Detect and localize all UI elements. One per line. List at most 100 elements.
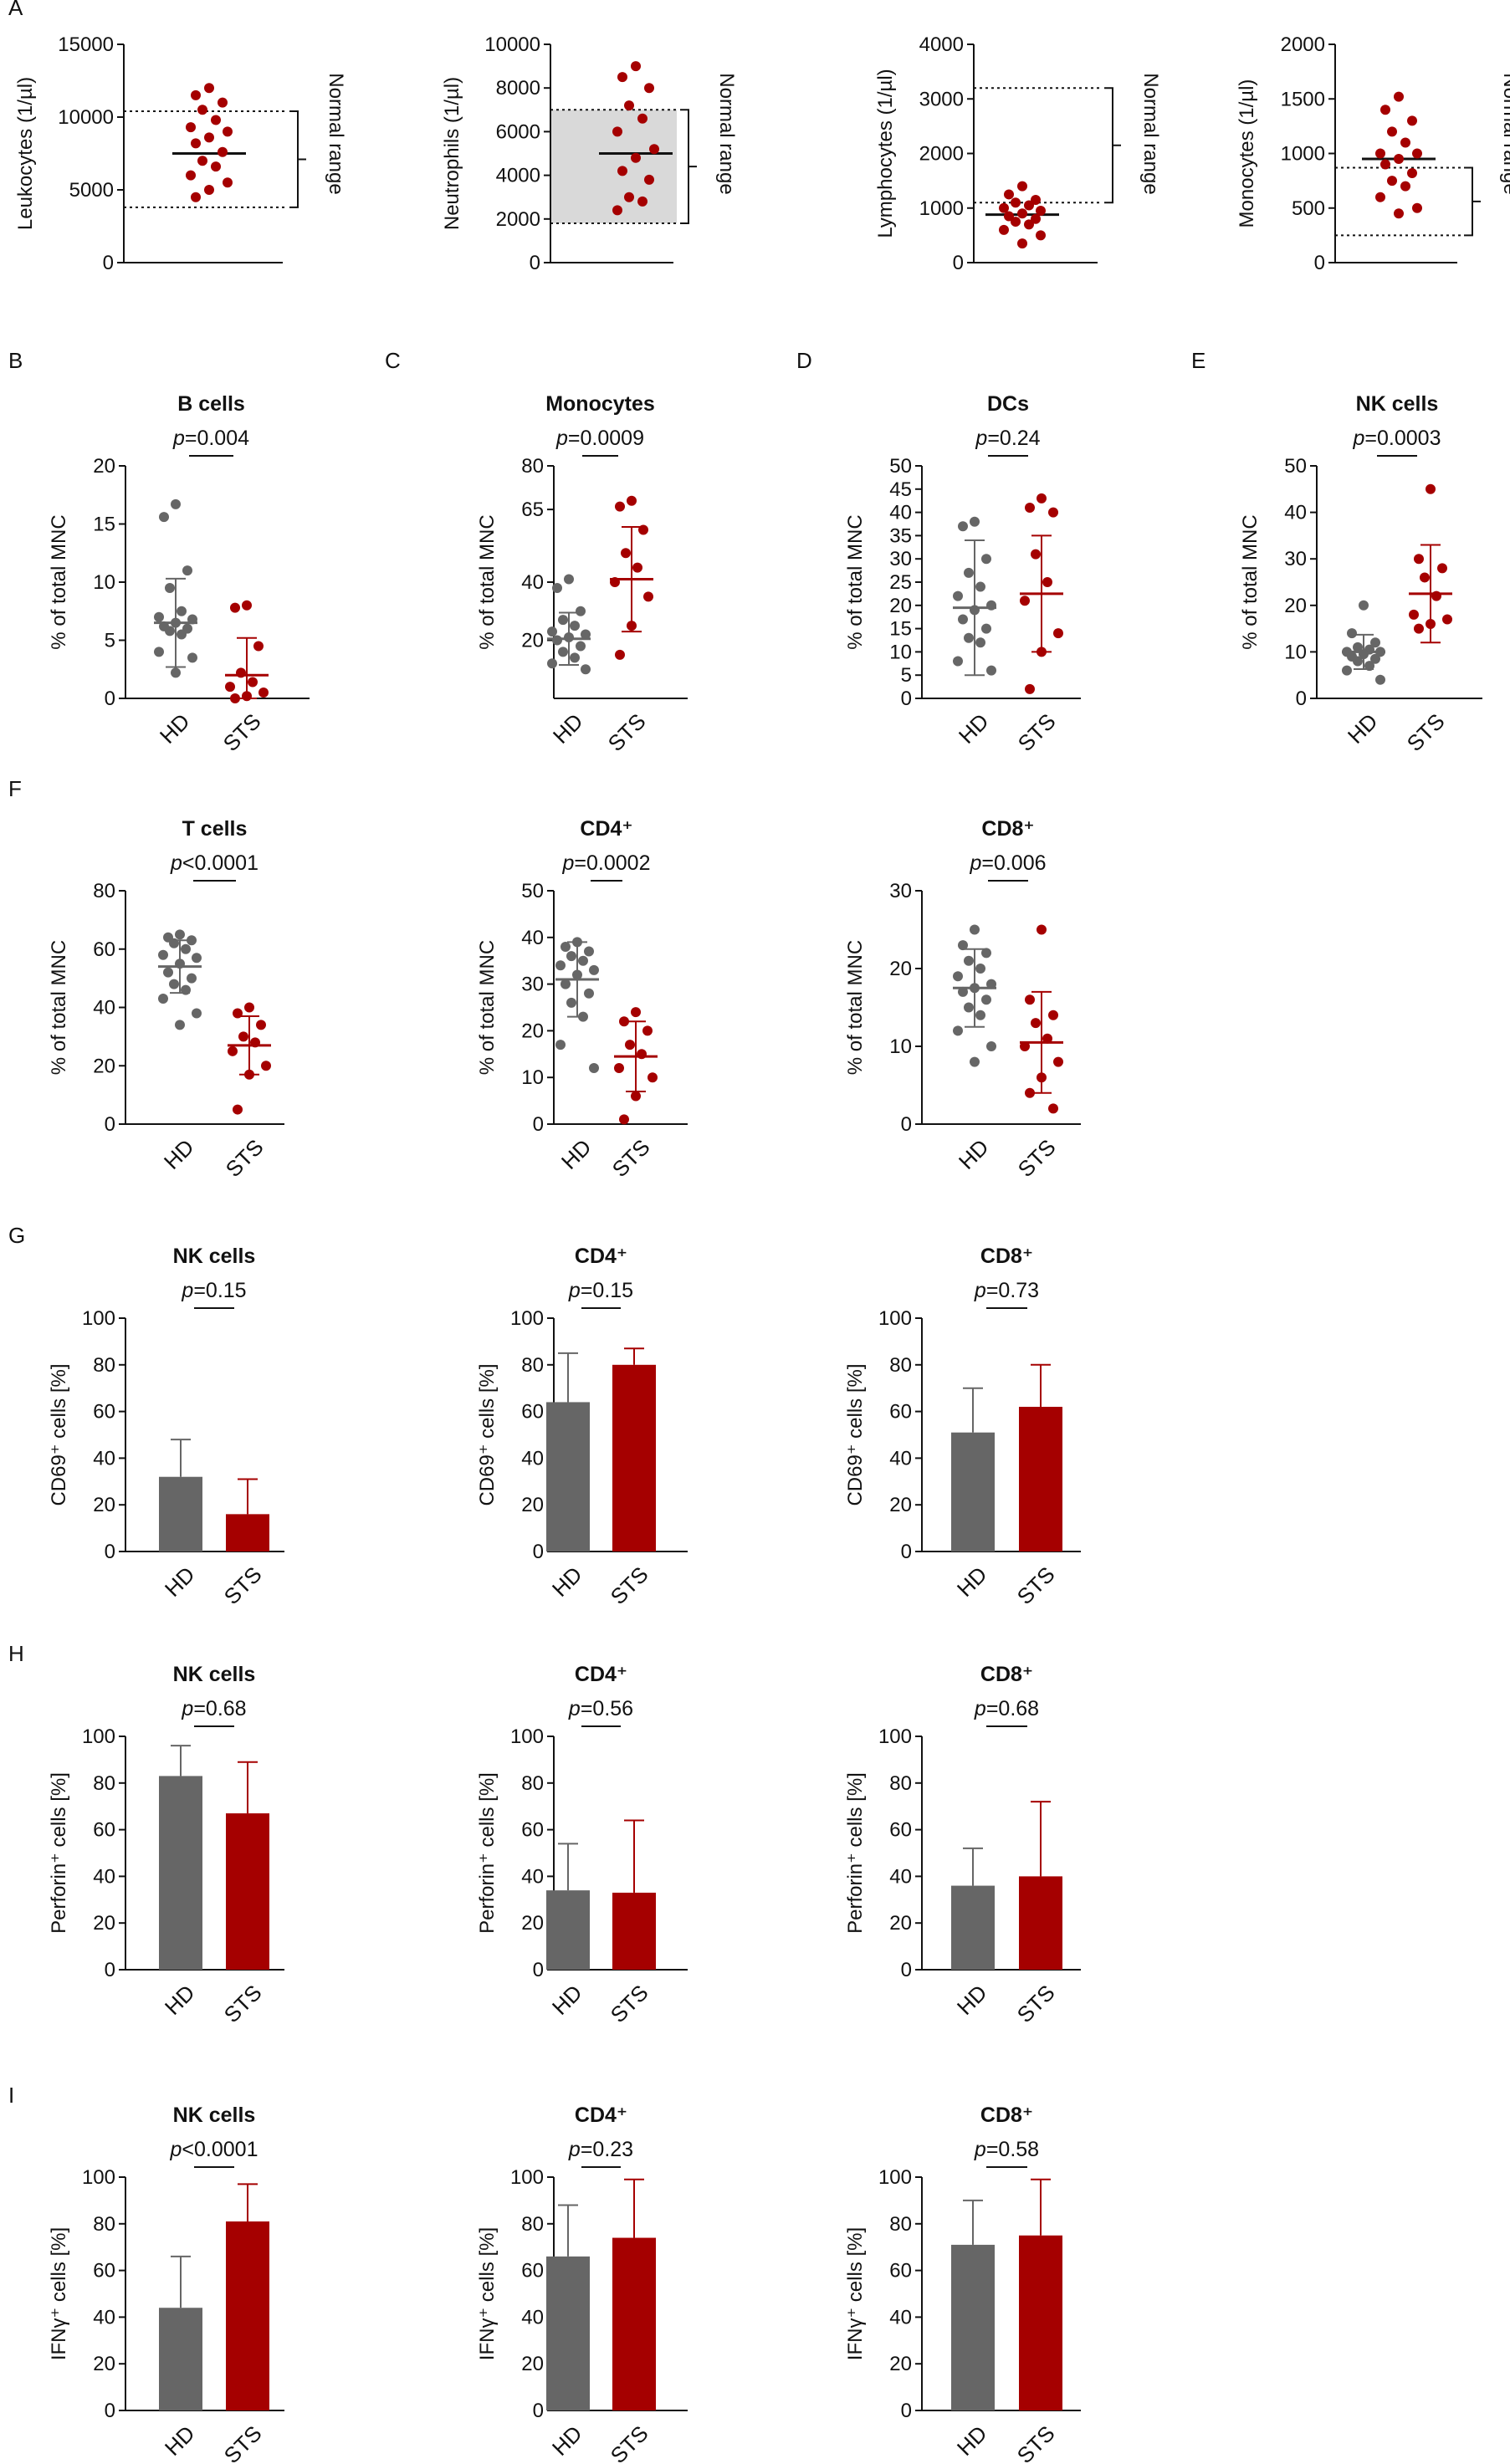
data-point-hd xyxy=(1353,642,1363,652)
data-point-sts xyxy=(261,1061,271,1071)
bar-sts xyxy=(612,1892,656,1970)
data-point-hd xyxy=(953,590,963,601)
data-point-sts xyxy=(637,1049,647,1060)
y-tick-label: 40 xyxy=(93,1865,115,1888)
y-axis-label: CD69⁺ cells [%] xyxy=(844,1363,867,1505)
data-point-sts xyxy=(1048,1103,1058,1114)
data-point-hd xyxy=(552,635,562,646)
data-point-sts xyxy=(619,1114,629,1125)
y-tick-label: 0 xyxy=(533,1541,544,1563)
category-label-sts: STS xyxy=(1402,708,1450,756)
y-tick-label: 1500 xyxy=(1281,88,1325,110)
p-value-text: =0.0002 xyxy=(574,851,650,875)
data-point-sts xyxy=(619,1016,629,1027)
data-point-sts xyxy=(236,667,246,678)
y-tick-label: 10000 xyxy=(58,106,114,129)
data-point-hd xyxy=(187,614,197,625)
y-tick-label: 0 xyxy=(105,1541,115,1563)
data-point-hd xyxy=(958,986,968,997)
panel-letter-h: H xyxy=(8,1641,24,1666)
data-point xyxy=(191,192,201,202)
y-tick-label: 20 xyxy=(93,2353,115,2375)
data-point-hd xyxy=(171,667,181,678)
y-tick-label: 100 xyxy=(878,2166,912,2189)
y-tick-label: 0 xyxy=(105,1113,115,1136)
bar-sts xyxy=(226,1813,269,1970)
data-point-sts xyxy=(625,1040,635,1051)
chart-title: NK cells xyxy=(173,2104,256,2127)
data-point-sts xyxy=(1042,577,1052,587)
y-tick-label: 2000 xyxy=(919,143,964,166)
data-point xyxy=(1394,154,1404,165)
y-tick-label: 0 xyxy=(105,2400,115,2422)
y-tick-label: 100 xyxy=(82,2166,115,2189)
y-tick-label: 80 xyxy=(521,2213,544,2236)
data-point-sts xyxy=(1037,647,1047,657)
y-tick-label: 60 xyxy=(889,1401,912,1424)
p-symbol: p xyxy=(555,427,568,450)
data-point xyxy=(612,205,622,216)
y-tick-label: 0 xyxy=(901,1113,912,1136)
category-label-hd: HD xyxy=(547,1980,587,2020)
data-point-hd xyxy=(581,629,591,640)
bar-hd xyxy=(951,1885,995,1970)
panel-letter-g: G xyxy=(8,1223,25,1248)
data-point-hd xyxy=(159,512,169,523)
data-point-sts xyxy=(228,1045,238,1056)
data-point-sts xyxy=(242,600,252,611)
panel-letter-c: C xyxy=(385,348,401,373)
normal-range-label: Normal range xyxy=(715,73,738,194)
y-tick-label: 20 xyxy=(1284,595,1307,617)
bar-sts xyxy=(1019,1407,1062,1552)
normal-range-bracket xyxy=(289,110,306,208)
data-point-hd xyxy=(958,614,968,625)
panel-letter-i: I xyxy=(8,2083,14,2108)
data-point-sts xyxy=(643,591,653,602)
p-value-label: p=0.15 xyxy=(568,1279,633,1302)
y-tick-label: 30 xyxy=(1284,548,1307,570)
data-point xyxy=(624,100,634,111)
panel-letter-b: B xyxy=(8,348,23,373)
data-point-sts xyxy=(631,1007,641,1018)
data-point-hd xyxy=(589,1063,599,1074)
y-tick-label: 4000 xyxy=(919,33,964,56)
data-point-hd xyxy=(970,605,980,616)
data-point-sts xyxy=(248,677,258,688)
chart-e: 0 10 20 30 40 50 % of total MNC NK cells p=0.000… xyxy=(1239,392,1482,756)
y-tick-label: 0 xyxy=(533,2400,544,2422)
p-value-text: <0.0001 xyxy=(182,2138,258,2161)
data-point xyxy=(1004,189,1014,200)
category-label-hd: HD xyxy=(547,2421,587,2461)
data-point xyxy=(186,122,196,133)
data-point-sts xyxy=(642,1025,653,1036)
data-point xyxy=(1387,126,1397,137)
data-point-hd xyxy=(192,1008,202,1019)
chart-title: CD4⁺ xyxy=(575,1245,627,1268)
y-tick-label: 100 xyxy=(510,1307,544,1330)
data-point xyxy=(624,192,634,202)
p-symbol: p xyxy=(181,1697,193,1720)
p-value-label: p=0.58 xyxy=(974,2138,1039,2161)
data-point xyxy=(644,174,654,185)
normal-range-label: Normal range xyxy=(1499,73,1510,194)
data-point-hd xyxy=(1364,661,1374,672)
p-symbol: p xyxy=(969,851,981,875)
data-point-sts xyxy=(1037,493,1047,504)
data-point xyxy=(1407,115,1417,126)
data-point-hd xyxy=(958,521,968,532)
data-point-sts xyxy=(627,495,637,506)
data-point-hd xyxy=(1347,628,1357,639)
data-point xyxy=(644,83,654,94)
data-point-hd xyxy=(177,629,187,640)
data-point xyxy=(1017,238,1027,249)
data-point-hd xyxy=(1353,656,1363,667)
data-point xyxy=(1024,200,1034,211)
data-point xyxy=(197,105,207,115)
chart-title: Monocytes xyxy=(545,392,655,416)
y-axis-label: Perforin⁺ cells [%] xyxy=(476,1772,499,1934)
category-label-hd: HD xyxy=(954,708,994,749)
data-point-hd xyxy=(578,955,588,966)
